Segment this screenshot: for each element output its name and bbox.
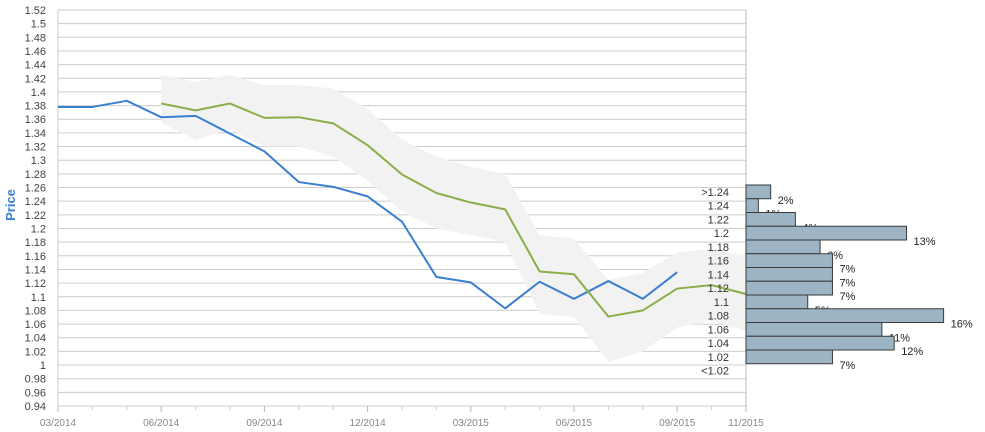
- histogram-bar: [745, 335, 895, 351]
- x-tick-label: 12/2014: [350, 418, 387, 429]
- y-tick-label: 1.32: [25, 142, 46, 154]
- y-tick-label: 1.42: [25, 73, 46, 85]
- y-tick-label: 1.06: [25, 319, 46, 331]
- bin-label: 1.16: [708, 256, 729, 268]
- histogram-bar: [745, 239, 821, 255]
- x-tick-label: 09/2015: [659, 418, 696, 429]
- bin-label: 1.06: [708, 324, 729, 336]
- bar-percent-label: 7%: [839, 291, 855, 303]
- y-tick-label: 1.3: [31, 155, 46, 167]
- y-tick-label: 1: [40, 360, 46, 372]
- y-tick-label: 1.08: [25, 305, 46, 317]
- y-tick-label: 1.5: [31, 19, 46, 31]
- y-tick-label: 1.1: [31, 292, 46, 304]
- bar-percent-label: 16%: [951, 319, 973, 331]
- histogram-bar: [745, 253, 833, 268]
- bin-label: 1.14: [708, 269, 729, 281]
- series-line-2: [161, 102, 747, 318]
- series-lines: [58, 99, 747, 318]
- y-tick-label: 1.24: [25, 196, 46, 208]
- y-tick-label: 1.22: [25, 210, 46, 222]
- histogram-bar: [745, 322, 883, 337]
- y-tick-label: 1.36: [25, 114, 46, 126]
- bar-percent-label: 13%: [914, 236, 936, 248]
- bin-label: >1.24: [701, 187, 729, 199]
- x-tick-label: 06/2015: [556, 418, 593, 429]
- y-tick-label: 1.34: [25, 128, 46, 140]
- bin-label: 1.22: [708, 214, 729, 226]
- y-tick-label: 1.16: [25, 251, 46, 263]
- y-tick-label: 1.02: [25, 346, 46, 358]
- x-tick-label: 06/2014: [143, 418, 180, 429]
- bin-label: 1.1: [714, 297, 729, 309]
- histogram-bar: [745, 308, 945, 323]
- x-axis-ticks: 03/2014 06/2014 09/2014 12/2014 03/2015 06/20…: [40, 406, 764, 429]
- bar-percent-label: 12%: [901, 346, 923, 358]
- bar-percent-label: 2%: [778, 195, 794, 207]
- distribution-histogram: >1.242%1.241%1.224%1.213%1.186%1.167%1.1…: [701, 184, 973, 378]
- x-tick-label: 03/2015: [453, 418, 490, 429]
- histogram-bar: [745, 294, 809, 310]
- confidence-band-area: [161, 74, 746, 362]
- bin-label: 1.02: [708, 352, 729, 364]
- y-tick-label: 1.28: [25, 169, 46, 181]
- y-tick-label: 0.98: [25, 374, 46, 386]
- y-tick-label: 1.52: [25, 5, 46, 17]
- y-tick-label: 1.46: [25, 46, 46, 58]
- bar-percent-label: 7%: [839, 360, 855, 372]
- y-tick-label: 1.14: [25, 264, 46, 276]
- histogram-bar: [745, 225, 908, 241]
- y-tick-label: 1.38: [25, 101, 46, 113]
- y-tick-label: 0.96: [25, 387, 46, 399]
- bin-label: 1.18: [708, 242, 729, 254]
- bar-percent-label: 7%: [839, 264, 855, 276]
- bin-label: 1.08: [708, 311, 729, 323]
- confidence-band: [161, 74, 746, 362]
- histogram-bar: [745, 280, 833, 296]
- bar-percent-label: 7%: [839, 277, 855, 289]
- histogram-bar: [745, 267, 833, 282]
- y-tick-label: 1.4: [31, 87, 46, 99]
- x-tick-label: 03/2014: [40, 418, 77, 429]
- histogram-bar: [745, 184, 772, 200]
- x-tick-label: 09/2014: [246, 418, 283, 429]
- y-axis-label: Price: [3, 189, 18, 221]
- y-tick-label: 1.04: [25, 333, 46, 345]
- y-tick-label: 1.44: [25, 60, 46, 72]
- x-tick-label: 11/2015: [728, 418, 764, 429]
- histogram-bar: [745, 198, 759, 213]
- histogram-bar: [745, 212, 796, 227]
- y-tick-label: 0.94: [25, 401, 46, 413]
- y-tick-label: 1.26: [25, 183, 46, 195]
- y-tick-label: 1.12: [25, 278, 46, 290]
- bin-label: 1.04: [708, 338, 729, 350]
- histogram-bar: [745, 349, 833, 365]
- y-tick-label: 1.48: [25, 32, 46, 44]
- series-line-1: [58, 99, 678, 310]
- bin-label: 1.12: [708, 283, 729, 295]
- bin-label: 1.2: [714, 228, 729, 240]
- y-tick-label: 1.18: [25, 237, 46, 249]
- y-axis-ticks: 1.52 1.51.48 1.46 1.441.42 1.4 1.381.36 1.34 1.…: [25, 5, 46, 413]
- bin-label: 1.24: [708, 201, 729, 213]
- y-tick-label: 1.2: [31, 223, 46, 235]
- bin-label: <1.02: [701, 366, 729, 378]
